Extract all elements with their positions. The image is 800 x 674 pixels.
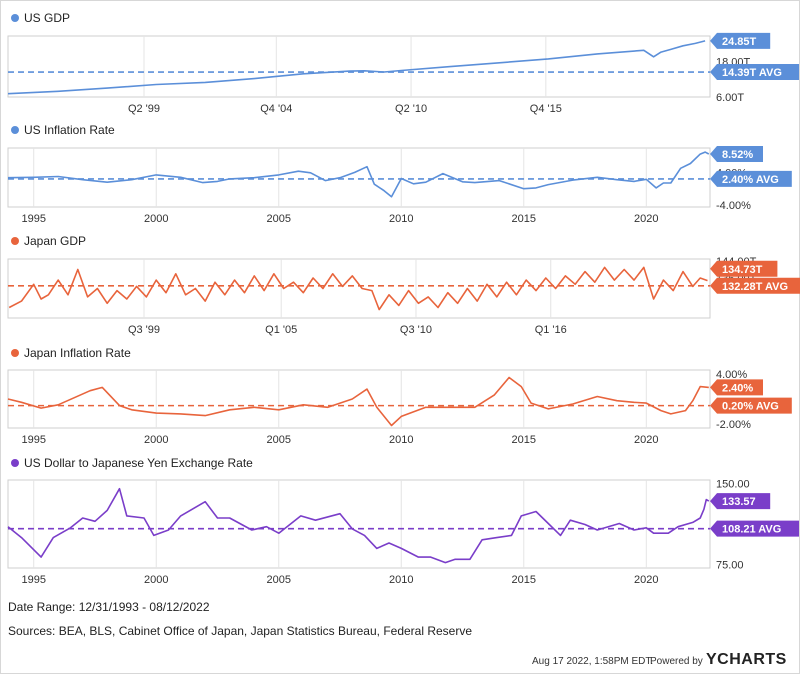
x-tick-label: Q3 '99	[128, 324, 160, 336]
legend-dot	[11, 14, 19, 22]
x-tick-label: 2020	[634, 434, 658, 446]
average-badge-text: 2.40% AVG	[722, 174, 779, 186]
last-value-badge: 133.57	[710, 493, 771, 510]
x-tick-label: 1995	[21, 574, 45, 586]
average-badge-text: 132.28T AVG	[722, 281, 788, 293]
x-tick-label: 2000	[144, 434, 168, 446]
average-badge: 0.20% AVG	[710, 397, 792, 414]
plot-area	[7, 258, 711, 319]
average-badge: 132.28T AVG	[710, 277, 800, 294]
chart-panel-2: US Inflation Rate 1995 2000 2005 2010 2015 202…	[7, 123, 792, 225]
average-badge-shape	[710, 64, 799, 81]
last-value-badge-text: 24.85T	[722, 36, 757, 48]
x-tick-label: 2015	[512, 434, 536, 446]
plot-area	[7, 35, 711, 98]
x-tick-label: Q1 '16	[535, 324, 567, 336]
y-tick-label: -2.00%	[716, 419, 751, 431]
average-badge-text: 108.21 AVG	[722, 524, 781, 536]
timestamp-text: Aug 17 2022, 1:58PM EDT.	[532, 656, 654, 667]
series-line	[7, 151, 710, 198]
last-value-badge-shape	[710, 32, 771, 49]
average-badge-shape	[710, 520, 799, 537]
y-tick-label: 75.00	[716, 560, 744, 572]
x-tick-label: 2005	[267, 213, 291, 225]
x-tick-label: Q4 '04	[260, 103, 292, 115]
legend-dot	[11, 126, 19, 134]
x-tick-label: Q4 '15	[530, 103, 562, 115]
last-value-badge-shape	[710, 493, 771, 510]
last-value-badge-text: 133.57	[722, 496, 756, 508]
chart-title: Japan GDP	[24, 234, 86, 248]
average-badge: 2.40% AVG	[710, 170, 792, 187]
series-line	[7, 487, 710, 564]
legend-dot	[11, 237, 19, 245]
series-line	[7, 376, 709, 427]
average-badge: 14.39T AVG	[710, 64, 799, 81]
x-tick-label: 2010	[389, 434, 413, 446]
legend-dot	[11, 349, 19, 357]
x-tick-label: 2000	[144, 213, 168, 225]
plot-area	[7, 479, 711, 569]
y-tick-label: 150.00	[716, 478, 750, 490]
x-tick-label: 2010	[389, 574, 413, 586]
last-value-badge: 24.85T	[710, 32, 771, 49]
x-tick-label: Q2 '10	[395, 103, 427, 115]
average-badge-shape	[710, 277, 800, 294]
last-value-badge-text: 8.52%	[722, 149, 753, 161]
last-value-badge-shape	[710, 146, 763, 163]
x-tick-label: 2005	[267, 574, 291, 586]
sources-text: Sources: BEA, BLS, Cabinet Office of Jap…	[8, 624, 473, 638]
series-line	[8, 266, 708, 311]
last-value-badge-text: 134.73T	[722, 264, 763, 276]
chart-panel-5: US Dollar to Japanese Yen Exchange Rate 1…	[7, 456, 799, 586]
last-value-badge-text: 2.40%	[722, 382, 753, 394]
ycharts-logo: YCHARTS	[706, 651, 787, 668]
x-tick-label: 2015	[512, 574, 536, 586]
x-tick-label: 2020	[634, 574, 658, 586]
x-tick-label: 1995	[21, 434, 45, 446]
last-value-badge-shape	[710, 260, 778, 277]
x-tick-label: 2005	[267, 434, 291, 446]
chart-panel-4: Japan Inflation Rate 1995 2000 2005 2010 2015…	[7, 346, 792, 446]
series-line	[7, 40, 706, 95]
legend-dot	[11, 459, 19, 467]
x-tick-label: 2010	[389, 213, 413, 225]
y-tick-label: 4.00%	[716, 369, 747, 381]
last-value-badge-shape	[710, 379, 763, 396]
date-range-text: Date Range: 12/31/1993 - 08/12/2022	[8, 600, 210, 614]
chart-title: US GDP	[24, 11, 70, 25]
average-badge-shape	[710, 170, 792, 187]
last-value-badge: 2.40%	[710, 379, 763, 396]
chart-title: US Dollar to Japanese Yen Exchange Rate	[24, 456, 253, 470]
x-tick-label: Q1 '05	[265, 324, 297, 336]
x-tick-label: Q3 '10	[400, 324, 432, 336]
powered-by-text: Powered by	[650, 656, 703, 667]
x-tick-label: 2020	[634, 213, 658, 225]
x-tick-label: 1995	[21, 213, 45, 225]
x-tick-label: 2000	[144, 574, 168, 586]
x-tick-label: Q2 '99	[128, 103, 160, 115]
y-tick-label: 6.00T	[716, 92, 744, 104]
average-badge-text: 14.39T AVG	[722, 67, 782, 79]
chart-title: Japan Inflation Rate	[24, 346, 131, 360]
last-value-badge: 134.73T	[710, 260, 778, 277]
average-badge-shape	[710, 397, 792, 414]
last-value-badge: 8.52%	[710, 146, 763, 163]
average-badge: 108.21 AVG	[710, 520, 799, 537]
average-badge-text: 0.20% AVG	[722, 401, 779, 413]
x-tick-label: 2015	[512, 213, 536, 225]
chart-title: US Inflation Rate	[24, 123, 115, 137]
y-tick-label: -4.00%	[716, 200, 751, 212]
